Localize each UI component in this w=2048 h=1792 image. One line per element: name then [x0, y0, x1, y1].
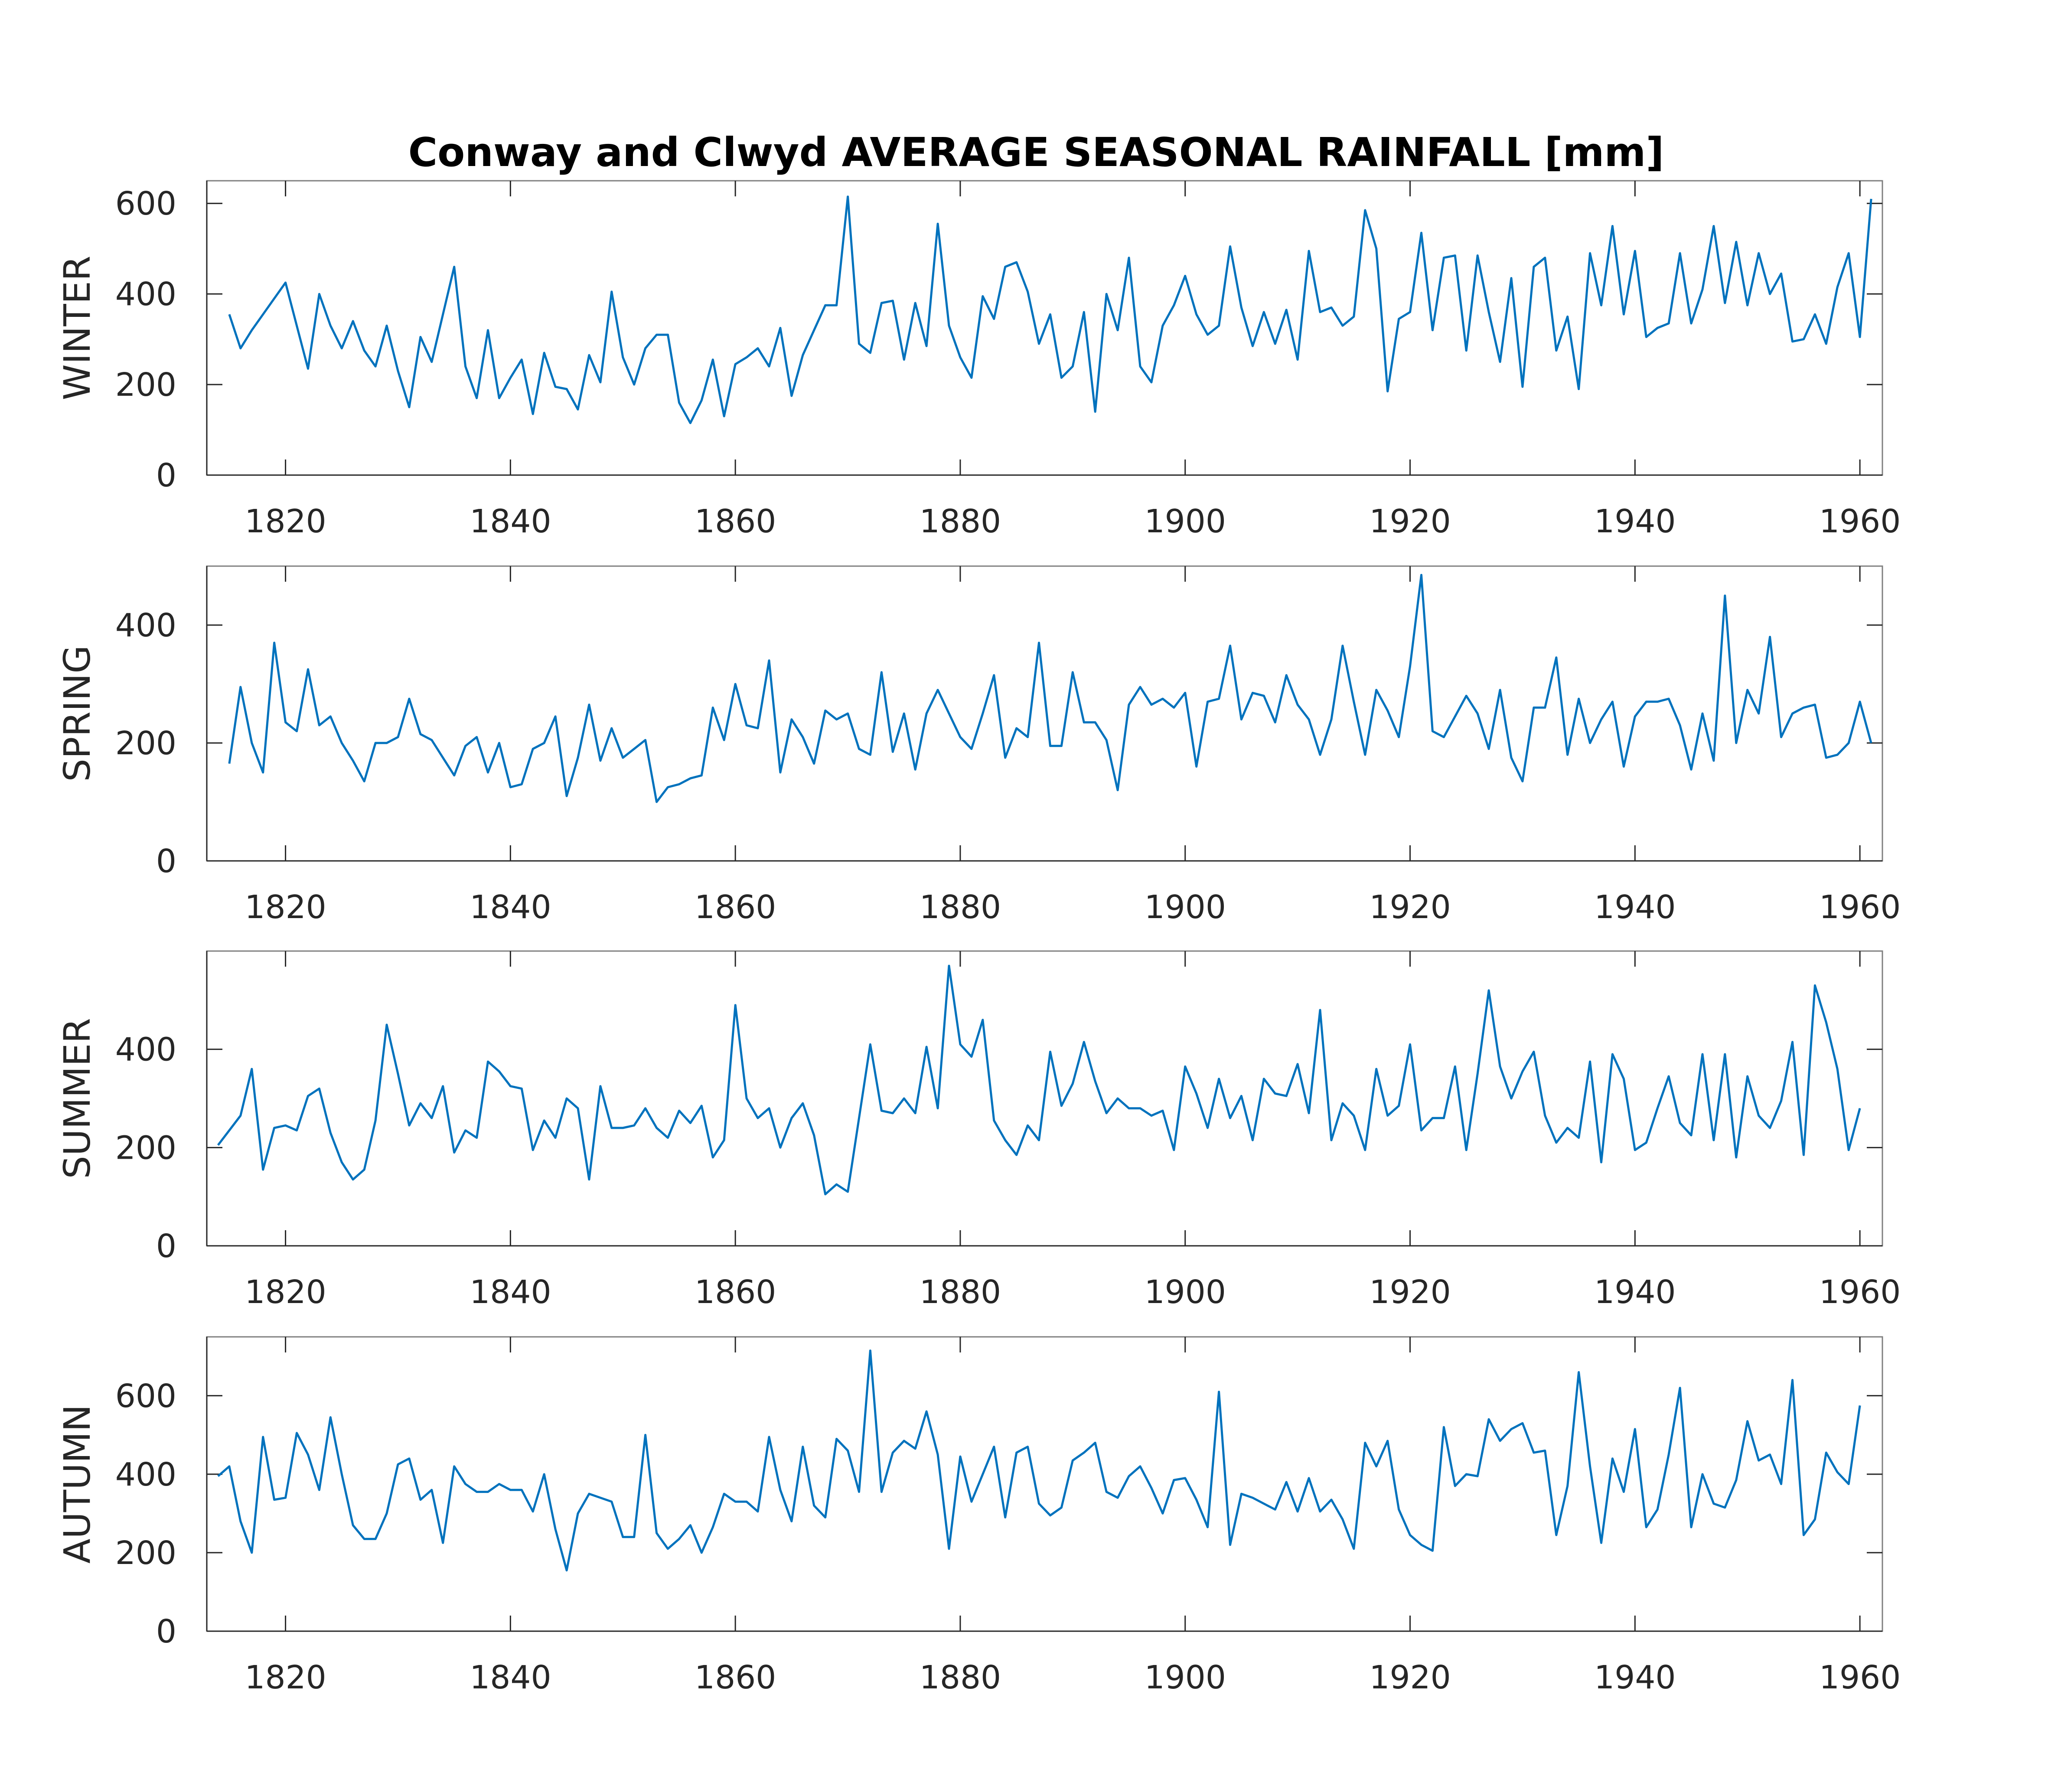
y-tick-label: 600 [115, 1378, 176, 1415]
series-line-summer [217, 964, 1861, 1196]
x-tick-label: 1920 [1369, 503, 1451, 540]
x-tick-label: 1880 [920, 1274, 1001, 1311]
x-tick-label: 1960 [1819, 889, 1901, 926]
x-tick-label: 1860 [695, 1274, 776, 1311]
series-line-spring [228, 573, 1872, 803]
x-tick-label: 1860 [695, 503, 776, 540]
x-tick-label: 1860 [695, 889, 776, 926]
panel-summer: 1820 1840 1860 1880 1900 1920 1940 1960 0 200 400 S… [56, 950, 1901, 1311]
x-tick-label: 1940 [1594, 889, 1676, 926]
x-tick-label: 1940 [1594, 1659, 1676, 1696]
x-tick-label: 1920 [1369, 1274, 1451, 1311]
x-tick-label: 1820 [245, 1274, 326, 1311]
y-tick-label: 400 [115, 1031, 176, 1069]
x-tick-label: 1960 [1819, 1659, 1901, 1696]
x-tick-label: 1900 [1145, 1659, 1226, 1696]
x-tick-label: 1820 [245, 1659, 326, 1696]
y-tick-label: 0 [156, 1613, 176, 1650]
y-tick-label: 0 [156, 1228, 176, 1265]
y-tick-label: 200 [115, 725, 176, 762]
x-tick-label: 1960 [1819, 1274, 1901, 1311]
y-tick-label: 400 [115, 276, 176, 313]
x-tick-label: 1840 [470, 1659, 551, 1696]
y-tick-label: 600 [115, 185, 176, 222]
x-tick-label: 1940 [1594, 503, 1676, 540]
x-tick-label: 1820 [245, 503, 326, 540]
x-tick-label: 1880 [920, 1659, 1001, 1696]
panel-spring: 1820 1840 1860 1880 1900 1920 1940 1960 0 200 400 S… [56, 565, 1901, 926]
x-tick-label: 1900 [1145, 1274, 1226, 1311]
x-tick-label: 1960 [1819, 503, 1901, 540]
y-tick-label: 200 [115, 1129, 176, 1166]
x-tick-label: 1920 [1369, 1659, 1451, 1696]
x-tick-label: 1880 [920, 503, 1001, 540]
panels: 1820 1840 1860 1880 1900 1920 1940 1960 0 200 400 6… [56, 180, 1901, 1696]
y-tick-label: 200 [115, 366, 176, 404]
y-axis-label: SUMMER [56, 1018, 98, 1179]
x-tick-label: 1840 [470, 1274, 551, 1311]
panel-winter: 1820 1840 1860 1880 1900 1920 1940 1960 0 200 400 6… [56, 180, 1901, 540]
y-tick-label: 200 [115, 1535, 176, 1572]
series-line-winter [228, 195, 1872, 424]
y-tick-label: 400 [115, 1456, 176, 1493]
x-tick-label: 1840 [470, 503, 551, 540]
y-axis-label: AUTUMN [56, 1404, 98, 1564]
x-tick-label: 1840 [470, 889, 551, 926]
y-axis-label: SPRING [56, 645, 98, 782]
x-tick-label: 1900 [1145, 503, 1226, 540]
y-tick-label: 0 [156, 457, 176, 494]
x-tick-label: 1820 [245, 889, 326, 926]
x-tick-label: 1920 [1369, 889, 1451, 926]
x-tick-label: 1860 [695, 1659, 776, 1696]
y-axis-label: WINTER [56, 256, 98, 400]
x-tick-label: 1940 [1594, 1274, 1676, 1311]
y-tick-label: 400 [115, 607, 176, 644]
y-tick-label: 0 [156, 843, 176, 880]
series-line-autumn [217, 1349, 1861, 1572]
x-tick-label: 1880 [920, 889, 1001, 926]
panel-autumn: 1820 1840 1860 1880 1900 1920 1940 1960 0 200 400 6… [56, 1336, 1901, 1696]
figure-title: Conway and Clwyd AVERAGE SEASONAL RAINFA… [408, 129, 1664, 176]
x-tick-label: 1900 [1145, 889, 1226, 926]
